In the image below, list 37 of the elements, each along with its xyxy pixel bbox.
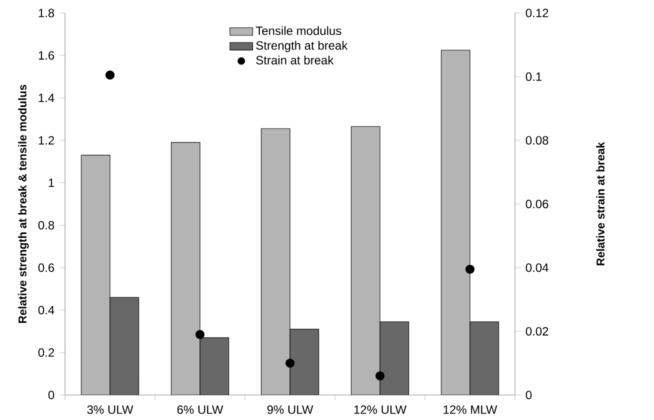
y-tick-label: 0.6 <box>38 263 54 272</box>
x-tick-label: 6% ULW <box>177 405 224 414</box>
legend-label: Tensile modulus <box>256 26 342 36</box>
y-tick-label: 0.8 <box>38 220 54 230</box>
x-tick-label: 12% ULW <box>354 405 407 414</box>
bar <box>290 328 320 395</box>
y2-tick-label: 0.12 <box>526 8 548 18</box>
y-tick-label: 0.2 <box>38 348 54 357</box>
bar <box>470 322 500 395</box>
y2-tick-label: 0.1 <box>526 72 542 81</box>
bar <box>110 297 140 395</box>
y2-tick-label: 0.06 <box>526 200 548 208</box>
bar <box>200 337 230 395</box>
point <box>195 330 205 340</box>
y2-tick-label: 0.08 <box>526 136 548 145</box>
x-tick-label: 12% MLW <box>444 405 498 414</box>
y-tick-label: 1.2 <box>38 136 54 145</box>
y-axis-title: Relative strength at break & tensile modulus <box>18 84 29 323</box>
y2-axis-title: Relative strain at break <box>596 142 605 266</box>
y-tick-label: 1 <box>48 178 54 187</box>
legend-label: Strain at break <box>256 56 334 64</box>
x-tick-label: 9% ULW <box>267 405 314 414</box>
y2-tick-label: 0.04 <box>526 263 548 272</box>
point <box>105 70 115 80</box>
y-tick-label: 1.4 <box>38 94 54 102</box>
y-tick-label: 1.8 <box>38 8 54 18</box>
y-tick-label: 0.4 <box>38 306 54 314</box>
y-tick-label: 0 <box>48 390 54 400</box>
x-tick-label: 3% ULW <box>87 405 134 414</box>
bar <box>380 322 410 395</box>
y-tick-label: 1.6 <box>38 51 54 60</box>
point <box>375 371 385 380</box>
point <box>465 264 475 274</box>
y2-tick-label: 0.02 <box>526 327 548 336</box>
y2-tick-label: 0 <box>526 390 532 400</box>
point <box>285 358 295 368</box>
legend-label: Strength at break <box>256 40 348 52</box>
